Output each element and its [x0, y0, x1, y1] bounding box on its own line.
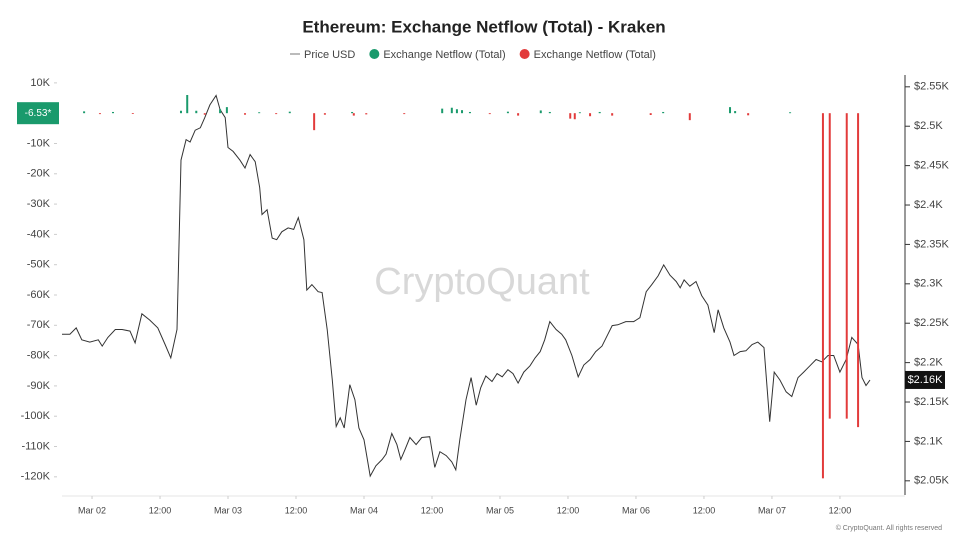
netflow-bar [195, 110, 198, 114]
y2-tick-label: $2.35K [914, 238, 950, 250]
netflow-bar [98, 113, 101, 115]
x-tick-label: Mar 06 [622, 505, 650, 515]
watermark: CryptoQuant [374, 261, 590, 303]
netflow-bar [441, 108, 444, 114]
netflow-bar [352, 113, 355, 116]
netflow-bar [611, 113, 614, 116]
netflow-bar [225, 107, 228, 114]
y-tick-label: -100K [21, 410, 51, 422]
y-tick-label: -60K [27, 289, 51, 301]
y-tick-label: -40K [27, 228, 51, 240]
netflow-bar [649, 113, 652, 115]
price-badge-label: $2.16K [908, 374, 944, 386]
netflow-bar [598, 111, 601, 114]
y-tick-label: -20K [27, 168, 51, 180]
netflow-bar [313, 113, 316, 131]
x-tick-label: 12:00 [285, 505, 308, 515]
netflow-bar [845, 113, 848, 419]
x-tick-label: Mar 03 [214, 505, 242, 515]
netflow-bar [219, 109, 222, 114]
y-tick-label: -110K [21, 440, 50, 452]
netflow-bar [729, 107, 732, 114]
x-tick-label: Mar 02 [78, 505, 106, 515]
netflow-bar [403, 113, 406, 115]
netflow-bar [83, 111, 86, 114]
netflow-bar [857, 113, 860, 428]
y2-tick-label: $2.4K [914, 199, 943, 211]
y-tick-label: -80K [27, 350, 51, 362]
legend-swatch [369, 49, 380, 59]
netflow-badge-label: -6.53* [25, 108, 52, 119]
legend-label: Price USD [304, 49, 355, 61]
x-tick-label: Mar 07 [758, 505, 786, 515]
netflow-bar [789, 112, 792, 114]
y-tick-label: -30K [27, 198, 51, 210]
netflow-bar [203, 113, 206, 115]
netflow-bar [450, 107, 453, 114]
netflow-bar [131, 113, 134, 114]
netflow-bar [258, 112, 261, 114]
legend-swatch [519, 49, 530, 59]
netflow-series [98, 113, 860, 479]
netflow-bar [111, 111, 114, 114]
netflow-bar [365, 113, 368, 115]
netflow-bar [186, 95, 189, 114]
x-tick-label: 12:00 [693, 505, 716, 515]
netflow-bar [323, 113, 326, 115]
netflow-bar [455, 109, 458, 114]
y2-tick-label: $2.1K [914, 435, 943, 447]
netflow-bar [275, 113, 278, 115]
y-tick-label: -70K [27, 319, 51, 331]
x-tick-label: 12:00 [149, 505, 172, 515]
chart-title: Ethereum: Exchange Netflow (Total) - Kra… [302, 17, 665, 36]
x-tick-label: 12:00 [557, 505, 580, 515]
netflow-bar [488, 113, 491, 115]
y2-tick-label: $2.5K [914, 120, 943, 132]
netflow-bar [468, 111, 471, 114]
netflow-bar [821, 113, 824, 479]
netflow-series [83, 95, 792, 114]
netflow-bar [662, 111, 665, 114]
y2-tick-label: $2.25K [914, 317, 950, 329]
y-tick-label: -10K [27, 137, 51, 149]
netflow-bar [288, 111, 291, 114]
legend-label: Exchange Netflow (Total) [534, 49, 656, 61]
footer: © CryptoQuant. All rights reserved [836, 524, 942, 532]
x-tick-label: 12:00 [421, 505, 444, 515]
netflow-bar [688, 113, 691, 121]
y2-tick-label: $2.55K [914, 81, 950, 93]
y2-tick-label: $2.45K [914, 160, 950, 172]
x-tick-label: Mar 04 [350, 505, 378, 515]
netflow-bar [539, 110, 542, 114]
netflow-bar [461, 110, 464, 114]
netflow-bar [179, 110, 182, 114]
legend-label: Exchange Netflow (Total) [383, 49, 505, 61]
netflow-bar [569, 113, 572, 119]
y-tick-label: -90K [27, 380, 51, 392]
netflow-bar [517, 113, 520, 116]
netflow-bar [589, 113, 592, 117]
y-tick-label: 10K [30, 77, 50, 89]
netflow-bar [351, 111, 354, 114]
netflow-bar [828, 113, 831, 419]
price-line [62, 94, 871, 478]
netflow-bar [578, 112, 581, 114]
x-tick-label: Mar 05 [486, 505, 514, 515]
y2-tick-label: $2.05K [914, 475, 950, 487]
y2-tick-label: $2.3K [914, 278, 943, 290]
y2-tick-label: $2.15K [914, 396, 950, 408]
y2-tick-label: $2.2K [914, 357, 943, 369]
netflow-bar [506, 111, 509, 114]
netflow-bar [747, 113, 750, 116]
netflow-bar [244, 113, 247, 115]
y-tick-label: -50K [27, 259, 51, 271]
netflow-bar [573, 113, 576, 120]
y-tick-label: -120K [21, 471, 51, 483]
netflow-bar [548, 111, 551, 114]
netflow-badge [17, 102, 59, 125]
x-tick-label: 12:00 [829, 505, 852, 515]
price-badge [905, 370, 945, 389]
netflow-bar [734, 111, 737, 114]
